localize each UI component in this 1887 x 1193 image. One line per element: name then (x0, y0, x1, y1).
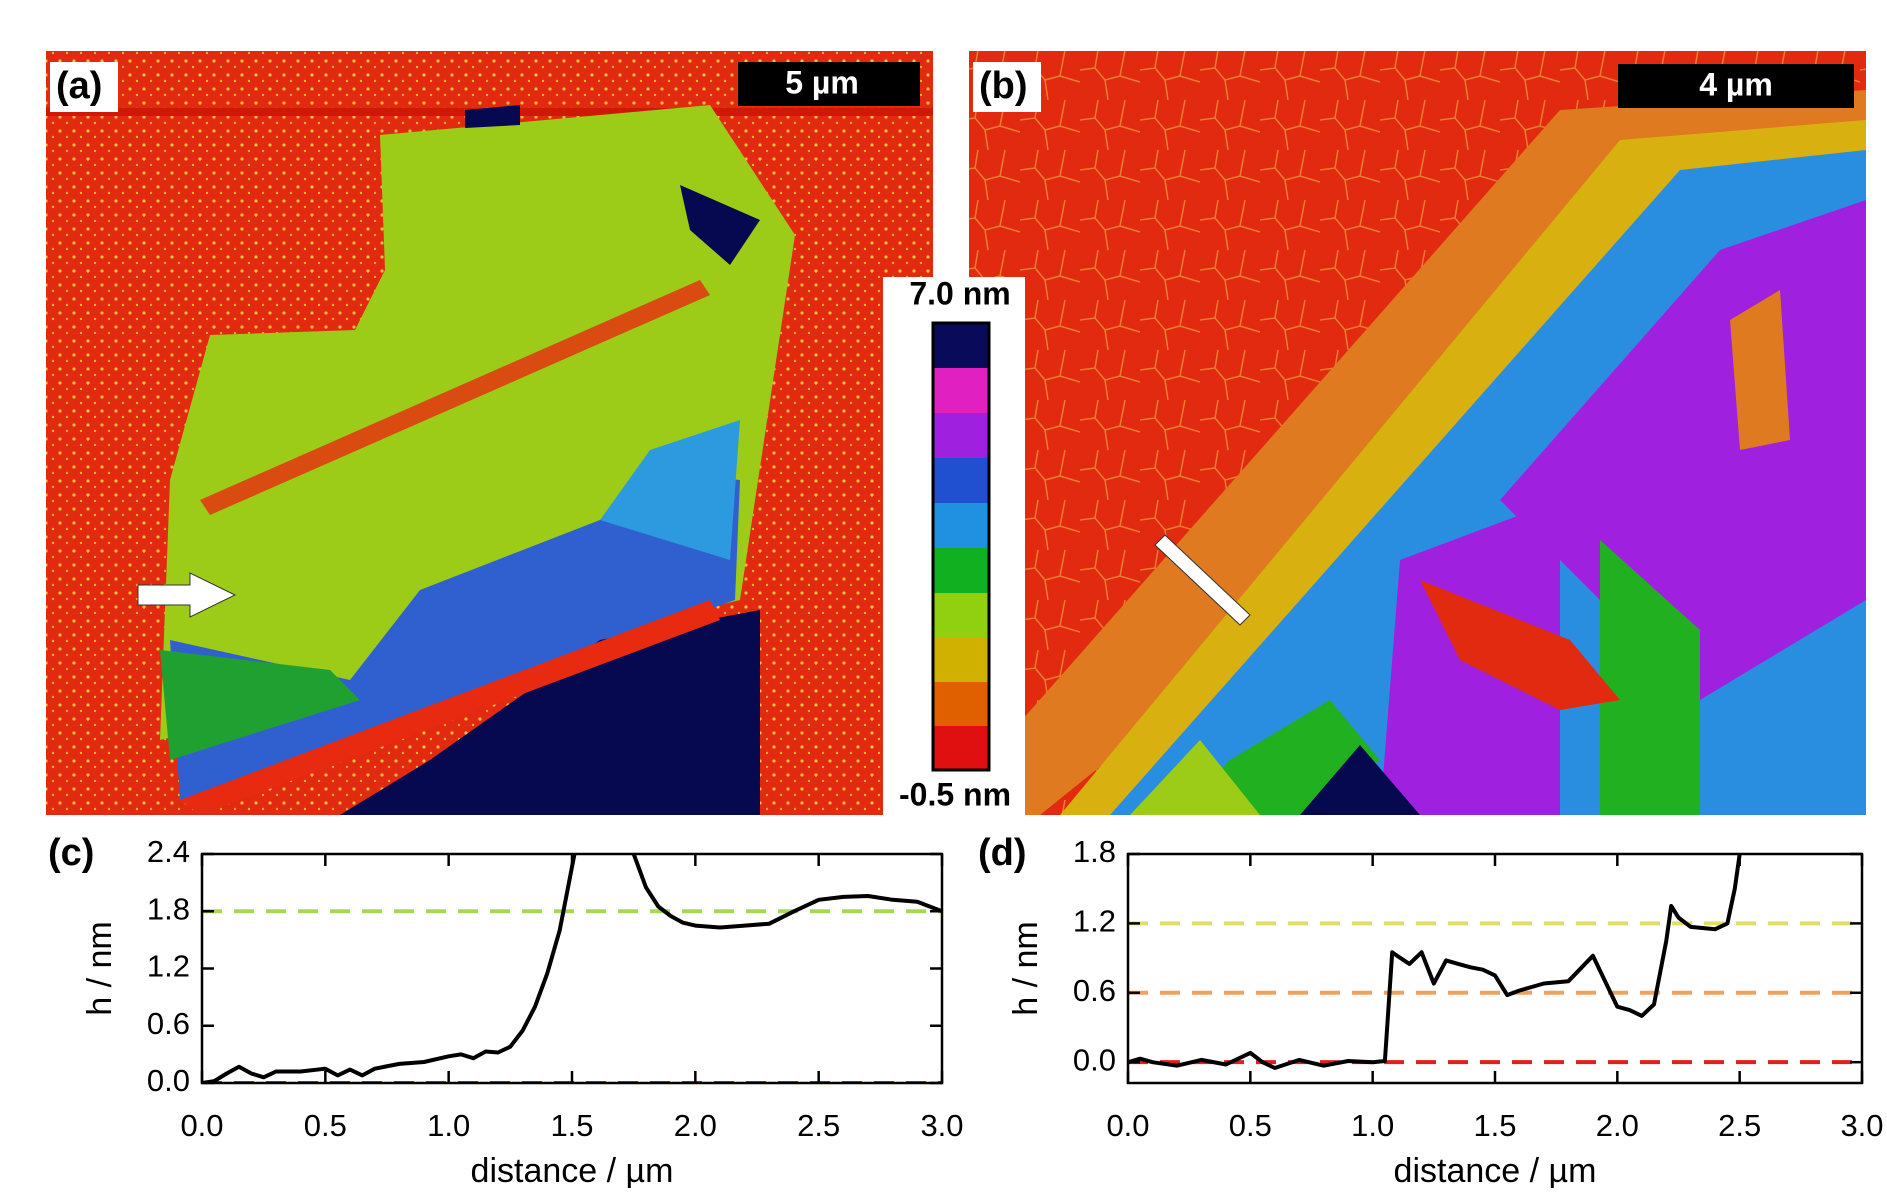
scale-bar-label: 5 µm (785, 64, 859, 100)
y-tick-label: 1.2 (1073, 904, 1116, 939)
x-tick-label: 3.0 (1840, 1108, 1883, 1143)
panel-label: (c) (48, 832, 94, 874)
x-axis-label: distance / µm (1394, 1152, 1597, 1188)
axes-frame (1126, 852, 1864, 1085)
panel-label: (b) (979, 65, 1028, 107)
x-tick-label: 0.0 (180, 1108, 223, 1143)
x-tick-label: 1.0 (1351, 1108, 1394, 1143)
axes-frame (200, 852, 944, 1085)
x-tick-label: 1.0 (427, 1108, 470, 1143)
plot-area (202, 854, 942, 1083)
colorbar (931, 321, 991, 772)
afm-image-b (969, 51, 1866, 815)
panel-label-box (50, 62, 118, 112)
y-tick-label: 1.8 (147, 891, 190, 926)
x-tick-label: 2.5 (1718, 1108, 1761, 1143)
y-axis-label: h / nm (81, 921, 119, 1015)
panel-label: (d) (978, 832, 1027, 874)
x-tick-label: 2.5 (797, 1108, 840, 1143)
profile-line (1128, 854, 1742, 1070)
panel-label-box (973, 62, 1041, 112)
scale-bar (1618, 64, 1854, 108)
x-axis-label: distance / µm (471, 1152, 674, 1188)
colorbar-min: -0.5 nm (899, 776, 1011, 812)
y-tick-label: 0.6 (1073, 973, 1116, 1008)
x-tick-label: 1.5 (550, 1108, 593, 1143)
x-tick-label: 2.0 (1596, 1108, 1639, 1143)
x-tick-label: 0.5 (304, 1108, 347, 1143)
scale-bar (738, 62, 920, 106)
colorbar-max: 7.0 nm (909, 275, 1010, 311)
y-tick-label: 0.6 (147, 1006, 190, 1041)
profile-line (202, 854, 942, 1083)
x-tick-label: 1.5 (1473, 1108, 1516, 1143)
y-tick-label: 2.4 (147, 834, 190, 869)
y-tick-label: 0.0 (147, 1063, 190, 1098)
panel-label: (a) (56, 65, 102, 107)
y-tick-label: 1.8 (1073, 834, 1116, 869)
plot-area (1128, 854, 1862, 1070)
y-tick-label: 1.2 (147, 949, 190, 984)
x-tick-label: 2.0 (674, 1108, 717, 1143)
x-tick-label: 0.0 (1106, 1108, 1149, 1143)
x-tick-label: 0.5 (1229, 1108, 1272, 1143)
afm-image-a (46, 51, 933, 815)
x-tick-label: 3.0 (920, 1108, 963, 1143)
scale-bar-label: 4 µm (1699, 66, 1773, 102)
y-tick-label: 0.0 (1073, 1042, 1116, 1077)
y-axis-label: h / nm (1007, 921, 1045, 1015)
